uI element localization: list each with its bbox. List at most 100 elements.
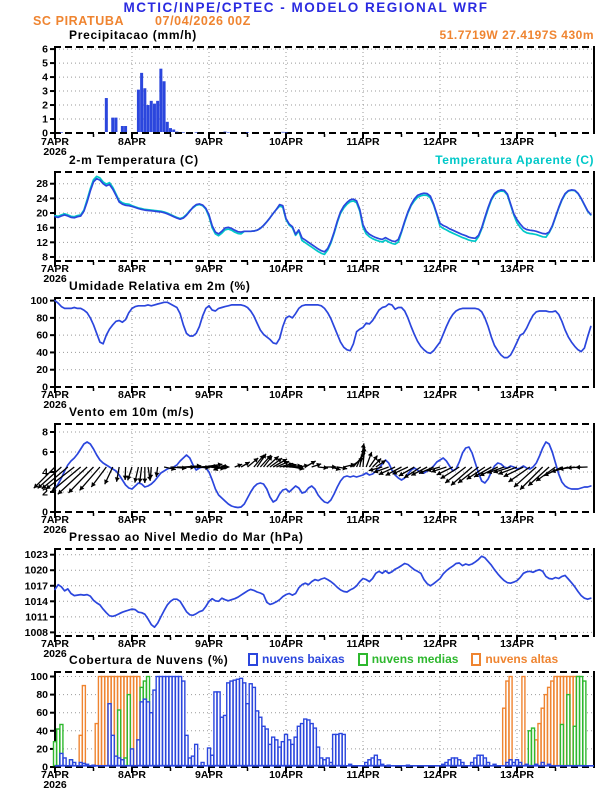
cloud-bar — [81, 684, 87, 767]
x-tick-label: 8APR — [118, 769, 146, 781]
x-tick-label: 12APR — [423, 638, 457, 650]
wind-vector-head — [367, 451, 373, 457]
wind-vector-head — [148, 474, 154, 479]
x-tick-label: 8APR — [118, 136, 146, 148]
wind-vector-head — [466, 474, 472, 480]
precip-bar — [172, 129, 176, 132]
wind-vector — [57, 466, 88, 495]
y-tick-label: 8 — [42, 427, 48, 439]
wind-vector-head — [126, 475, 132, 481]
x-year-label: 2026 — [43, 273, 67, 285]
wind-vector-head — [310, 461, 316, 466]
wind-vector-head — [392, 470, 398, 475]
precip-bar — [136, 89, 140, 132]
wind-vector-head — [403, 473, 409, 478]
wind-vector-head — [450, 480, 456, 486]
wind-vector-head — [567, 465, 572, 471]
x-tick-label: 11APR — [346, 389, 380, 401]
wind-vector-head — [104, 479, 109, 485]
x-tick-label: 7APR — [41, 263, 69, 275]
y-tick-label: 0 — [42, 382, 48, 394]
x-tick-label: 9APR — [195, 514, 223, 526]
precip-bar — [146, 105, 150, 132]
station-coordinates: 51.7719W 27.4197S 430m — [439, 28, 594, 42]
y-tick-label: 20 — [36, 743, 48, 755]
wind-vector — [444, 466, 467, 484]
x-tick-label: 11APR — [346, 769, 380, 781]
wind-vector-head — [575, 464, 581, 470]
wind-vector-head — [513, 482, 519, 488]
station-name: SC PIRATUBA — [33, 14, 125, 28]
wind-vector-head — [51, 486, 57, 492]
x-tick-label: 9APR — [195, 263, 223, 275]
x-tick-label: 12APR — [423, 389, 457, 401]
wind-vector-head — [137, 478, 143, 483]
panel-title-cloud-cover: Cobertura de Nuvens (%) — [69, 653, 229, 667]
x-year-label: 2026 — [43, 146, 67, 158]
y-tick-label: 60 — [36, 330, 48, 342]
precip-bar — [284, 132, 288, 133]
panel-title-apparent-temperature: Temperatura Aparente (C) — [435, 153, 594, 167]
y-tick-label: 1011 — [25, 611, 48, 623]
y-tick-label: 1020 — [25, 565, 49, 577]
wind-vector-head — [237, 463, 243, 469]
cloud-bar — [521, 675, 526, 767]
x-tick-label: 9APR — [195, 769, 223, 781]
x-tick-label: 11APR — [346, 263, 380, 275]
wind-vector-head — [68, 488, 74, 493]
wind-vector — [519, 466, 544, 491]
y-tick-label: 16 — [36, 222, 48, 234]
y-tick-label: 8 — [42, 251, 48, 263]
wind-vector-head — [487, 469, 493, 475]
x-tick-label: 11APR — [346, 638, 380, 650]
wind-vector-head — [79, 485, 85, 491]
x-tick-label: 9APR — [195, 389, 223, 401]
x-tick-label: 9APR — [195, 638, 223, 650]
wind-vector-head — [445, 478, 451, 484]
wind-vector-head — [342, 465, 348, 471]
cloud-bar — [129, 748, 135, 767]
precip-bar — [162, 81, 166, 132]
x-year-label: 2026 — [43, 779, 67, 791]
wind-vector-head — [436, 470, 442, 476]
y-tick-label: 1 — [42, 114, 48, 126]
x-tick-label: 13APR — [500, 389, 534, 401]
precip-bar — [175, 131, 179, 133]
y-tick-label: 20 — [36, 364, 48, 376]
wind-vector-head — [536, 476, 542, 482]
run-datetime: 07/04/2026 00Z — [155, 14, 251, 28]
wind-vector — [37, 466, 62, 489]
precip-bar — [152, 103, 156, 132]
wind-vector-head — [493, 468, 499, 474]
y-tick-label: 20 — [36, 208, 48, 220]
x-tick-label: 13APR — [500, 514, 534, 526]
cloud-bar — [508, 675, 513, 767]
y-tick-label: 24 — [36, 193, 48, 205]
wind-vector-head — [373, 468, 379, 474]
series-line — [54, 299, 592, 359]
y-tick-label: 1014 — [25, 596, 49, 608]
y-tick-label: 4 — [42, 467, 48, 479]
y-tick-label: 80 — [36, 689, 48, 701]
cloud-bar — [193, 743, 199, 767]
precip-bar — [111, 117, 115, 132]
wind-vector — [41, 466, 69, 490]
precip-bar — [169, 128, 172, 132]
precip-bar — [181, 132, 185, 133]
y-tick-label: 2 — [42, 100, 48, 112]
panel-title-pressure: Pressao ao Nivel Medio do Mar (hPa) — [69, 530, 304, 544]
series-line — [54, 177, 592, 253]
wind-vector-head — [335, 466, 341, 471]
wind-vector-head — [45, 484, 51, 490]
wind-vector — [450, 466, 473, 486]
x-year-label: 2026 — [43, 648, 67, 660]
wind-vector-head — [426, 467, 432, 473]
precip-bar — [223, 131, 227, 133]
x-tick-label: 12APR — [423, 136, 457, 148]
legend-item-high-clouds: nuvens altas — [471, 652, 558, 666]
y-tick-label: 2 — [42, 487, 48, 499]
y-tick-label: 100 — [30, 671, 48, 683]
wind-vector-head — [372, 455, 378, 461]
y-tick-label: 1023 — [25, 549, 49, 561]
y-tick-label: 12 — [36, 237, 48, 249]
